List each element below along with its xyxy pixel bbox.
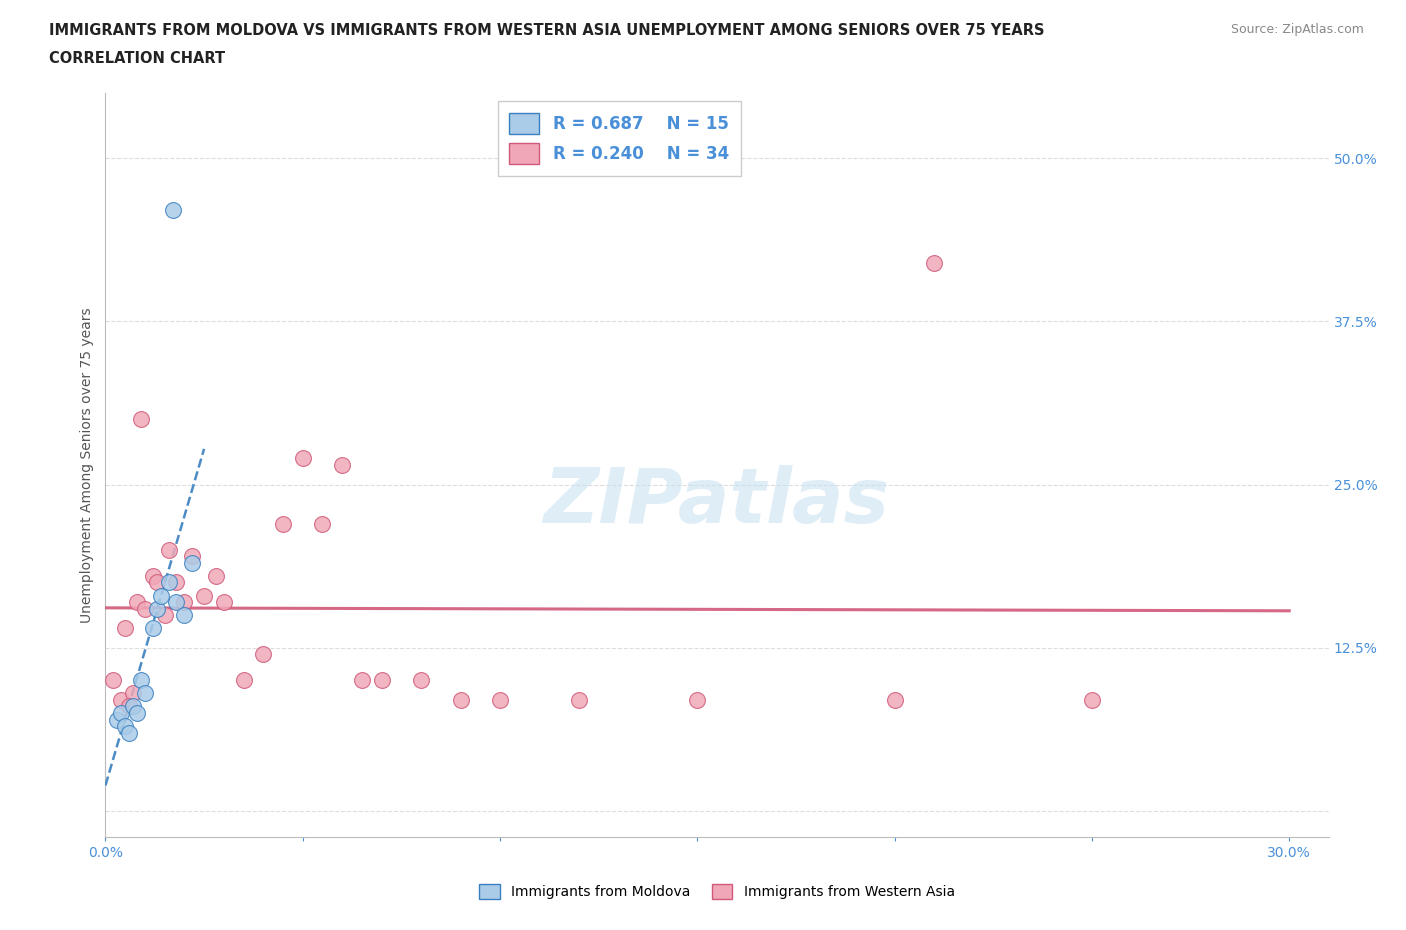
Point — [311, 516, 333, 531]
Point — [181, 549, 204, 564]
Point — [193, 588, 215, 603]
Point — [114, 620, 136, 635]
Point — [149, 588, 172, 603]
Point — [489, 693, 512, 708]
Point — [122, 699, 145, 714]
Text: IMMIGRANTS FROM MOLDOVA VS IMMIGRANTS FROM WESTERN ASIA UNEMPLOYMENT AMONG SENIO: IMMIGRANTS FROM MOLDOVA VS IMMIGRANTS FR… — [49, 23, 1045, 38]
Point — [173, 594, 195, 609]
Point — [166, 575, 188, 590]
Point — [125, 594, 148, 609]
Point — [105, 712, 128, 727]
Point — [134, 601, 156, 616]
Point — [411, 673, 433, 688]
Point — [114, 719, 136, 734]
Point — [252, 647, 274, 662]
Point — [370, 673, 392, 688]
Text: Source: ZipAtlas.com: Source: ZipAtlas.com — [1230, 23, 1364, 36]
Point — [110, 693, 132, 708]
Point — [129, 673, 152, 688]
Point — [129, 412, 152, 427]
Point — [125, 706, 148, 721]
Text: ZIPatlas: ZIPatlas — [544, 465, 890, 539]
Point — [166, 594, 188, 609]
Point — [232, 673, 254, 688]
Point — [103, 673, 125, 688]
Point — [110, 706, 132, 721]
Point — [157, 575, 180, 590]
Legend: Immigrants from Moldova, Immigrants from Western Asia: Immigrants from Moldova, Immigrants from… — [474, 878, 960, 905]
Point — [145, 601, 167, 616]
Point — [173, 607, 195, 622]
Point — [153, 607, 176, 622]
Point — [350, 673, 373, 688]
Point — [122, 686, 145, 701]
Point — [142, 568, 165, 583]
Point — [134, 686, 156, 701]
Point — [686, 693, 709, 708]
Point — [157, 542, 180, 557]
Point — [568, 693, 591, 708]
Point — [450, 693, 472, 708]
Point — [118, 725, 141, 740]
Point — [162, 203, 184, 218]
Point — [142, 620, 165, 635]
Point — [291, 451, 314, 466]
Point — [145, 575, 167, 590]
Text: CORRELATION CHART: CORRELATION CHART — [49, 51, 225, 66]
Point — [118, 699, 141, 714]
Point — [271, 516, 294, 531]
Point — [883, 693, 905, 708]
Point — [205, 568, 228, 583]
Point — [1081, 693, 1104, 708]
Point — [330, 458, 353, 472]
Point — [212, 594, 235, 609]
Point — [922, 255, 945, 270]
Y-axis label: Unemployment Among Seniors over 75 years: Unemployment Among Seniors over 75 years — [80, 307, 94, 623]
Point — [181, 555, 204, 570]
